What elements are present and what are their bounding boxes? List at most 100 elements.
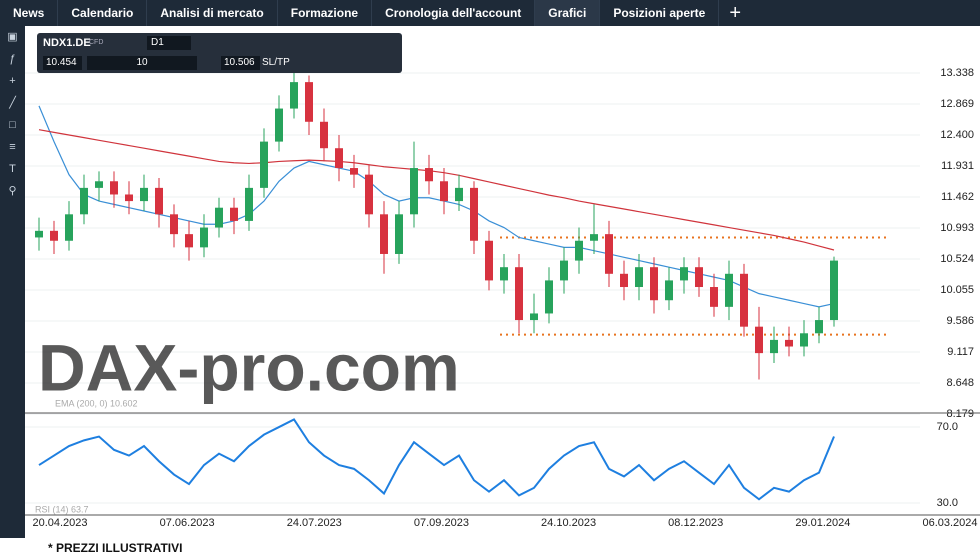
tool[interactable]: T <box>9 163 16 175</box>
tool[interactable]: ≡ <box>9 141 16 153</box>
indicator-label: RSI (14) 63.7 <box>35 504 89 514</box>
candle-body <box>200 227 208 248</box>
order-toolbar: NDX1.DE CFD D1 10.454 10 10.506 SL/TP <box>37 33 402 73</box>
candle-body <box>80 187 88 215</box>
x-tick-label: 07.06.2023 <box>160 517 215 529</box>
x-tick-label: 29.01.2024 <box>795 517 850 529</box>
candle-body <box>350 168 358 175</box>
tool[interactable]: ╱ <box>9 97 16 109</box>
candle-body <box>275 108 283 142</box>
candle-body <box>230 207 238 221</box>
nav-tab[interactable]: Posizioni aperte <box>600 0 720 26</box>
candle-body <box>110 181 118 195</box>
tool[interactable]: ⚲ <box>8 185 17 197</box>
candle-body <box>380 214 388 254</box>
add-tab[interactable]: + <box>729 2 742 24</box>
candle-body <box>65 214 73 241</box>
candle-body <box>335 148 343 169</box>
ema-line <box>38 129 835 251</box>
x-tick-label: 20.04.2023 <box>32 517 87 529</box>
candle-body <box>410 168 418 215</box>
x-tick-label: 06.03.2024 <box>922 517 977 529</box>
candle-body <box>260 141 268 188</box>
candle-body <box>365 174 373 215</box>
nav-tab[interactable]: Calendario <box>58 0 148 26</box>
candle-body <box>50 230 58 241</box>
candle-body <box>545 280 553 314</box>
candle-body <box>830 260 838 321</box>
y-tick-label: 13.338 <box>940 67 974 79</box>
x-tick-label: 07.09.2023 <box>414 517 469 529</box>
y-tick-label: 11.462 <box>941 191 974 203</box>
candle-body <box>815 320 823 334</box>
candle-body <box>575 240 583 261</box>
candle-body <box>530 313 538 321</box>
candle-body <box>470 187 478 241</box>
candle-body <box>515 267 523 321</box>
nav-tab[interactable]: Analisi di mercato <box>147 0 278 26</box>
candle-body <box>725 273 733 307</box>
candle-body <box>560 260 568 281</box>
ask-price[interactable]: 10.506 <box>221 56 260 70</box>
candle-body <box>140 187 148 202</box>
rsi-line <box>38 418 835 501</box>
y-tick-label: 10.055 <box>940 284 974 296</box>
tool[interactable]: ƒ <box>9 53 16 65</box>
candle-body <box>425 168 433 182</box>
indicator-label: EMA (200, 0) 10.602 <box>55 398 138 408</box>
candle-body <box>650 267 658 301</box>
nav-tab[interactable]: News <box>0 0 59 26</box>
candle-body <box>155 187 163 215</box>
candle-body <box>620 273 628 288</box>
y-tick-label: 8.179 <box>946 408 974 420</box>
nav-tab[interactable]: Formazione <box>278 0 373 26</box>
candle-body <box>665 280 673 301</box>
candle-body <box>635 267 643 288</box>
side-toolbar: ▣ ƒ + ╱ □ ≡ T ⚲ <box>0 26 25 538</box>
candle-body <box>785 339 793 347</box>
candle-body <box>215 207 223 228</box>
tool[interactable]: □ <box>9 119 16 131</box>
candle-body <box>35 230 43 238</box>
top-nav: News Calendario Analisi di mercato Forma… <box>0 0 980 26</box>
candle-body <box>440 181 448 202</box>
candle-body <box>680 267 688 281</box>
candle-body <box>455 187 463 202</box>
candle-body <box>590 234 598 241</box>
candle-body <box>185 234 193 248</box>
symbol[interactable]: NDX1.DE <box>43 37 91 49</box>
candle-body <box>245 187 253 221</box>
y-tick-label: 9.586 <box>946 315 974 327</box>
tool[interactable]: ▣ <box>7 31 18 43</box>
nav-tab[interactable]: Cronologia dell'account <box>372 0 536 26</box>
tool[interactable]: + <box>9 75 16 87</box>
candle-body <box>755 326 763 354</box>
y-tick-label: 12.869 <box>940 98 974 110</box>
nav-tab[interactable]: Grafici <box>535 0 601 26</box>
y-tick-label: 11.931 <box>941 160 974 172</box>
candle-body <box>710 287 718 307</box>
candle-body <box>500 267 508 281</box>
candle-body <box>95 181 103 188</box>
candle-body <box>740 273 748 327</box>
candle-body <box>770 339 778 354</box>
candle-body <box>800 333 808 347</box>
candle-body <box>395 214 403 254</box>
y-tick-label: 10.993 <box>940 222 974 234</box>
candle-body <box>485 240 493 281</box>
y-tick-label: 9.117 <box>947 346 974 358</box>
bid-price[interactable]: 10.454 <box>43 56 82 70</box>
x-tick-label: 24.07.2023 <box>287 517 342 529</box>
timeframe[interactable]: D1 <box>147 36 191 50</box>
sltp-button[interactable]: SL/TP <box>262 57 290 68</box>
candle-body <box>320 121 328 149</box>
candle-body <box>170 214 178 235</box>
instrument-type: CFD <box>89 39 104 46</box>
candle-body <box>125 194 133 202</box>
candle-body <box>290 82 298 109</box>
y-tick-label: 30.0 <box>937 497 958 509</box>
candle-body <box>695 267 703 288</box>
quantity[interactable]: 10 <box>87 56 197 70</box>
